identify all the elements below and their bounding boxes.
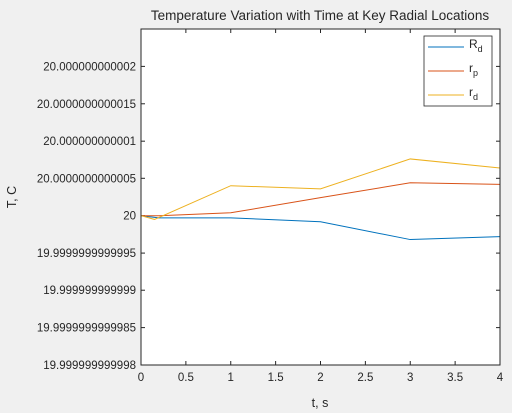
legend-label-1: rp: [469, 61, 478, 78]
x-tick-label: 1: [228, 372, 234, 384]
y-tick-label: 20.000000000002: [43, 61, 136, 73]
y-tick-label: 19.9999999999985: [37, 323, 136, 335]
y-tick-label: 20: [123, 211, 136, 223]
x-tick-label: 3: [407, 372, 413, 384]
x-tick-label: 2: [317, 372, 323, 384]
series-line-2: [140, 158, 501, 220]
y-axis-title: T, C: [5, 186, 19, 208]
x-tick-label: 4: [497, 372, 504, 384]
legend-label-2: rd: [469, 85, 478, 102]
y-tick-label: 20.0000000000005: [37, 173, 136, 185]
x-tick-label: 0: [138, 372, 144, 384]
y-axis-ticks: 19.999999999998 19.9999999999985 19.999999…: [37, 61, 500, 372]
x-tick-label: 1.5: [268, 372, 284, 384]
series-lines: [140, 158, 501, 241]
y-tick-label: 19.9999999999995: [37, 248, 136, 260]
x-axis-title: t, s: [312, 396, 329, 410]
x-tick-label: 3.5: [447, 372, 463, 384]
y-tick-label: 19.999999999999: [43, 285, 136, 297]
x-tick-label: 0.5: [178, 372, 194, 384]
series-line-0: [140, 215, 501, 241]
y-tick-label: 19.999999999998: [43, 360, 136, 372]
y-tick-label: 20.000000000001: [43, 136, 136, 148]
chart-title: Temperature Variation with Time at Key R…: [151, 8, 489, 23]
series-line-1: [141, 182, 501, 217]
plot-frame: [140, 28, 501, 366]
x-tick-label: 2.5: [357, 372, 373, 384]
y-tick-label: 20.0000000000015: [37, 99, 136, 111]
x-axis-ticks: 0 0.5 1 1.5 2 2.5 3 3.5 4: [138, 29, 504, 384]
